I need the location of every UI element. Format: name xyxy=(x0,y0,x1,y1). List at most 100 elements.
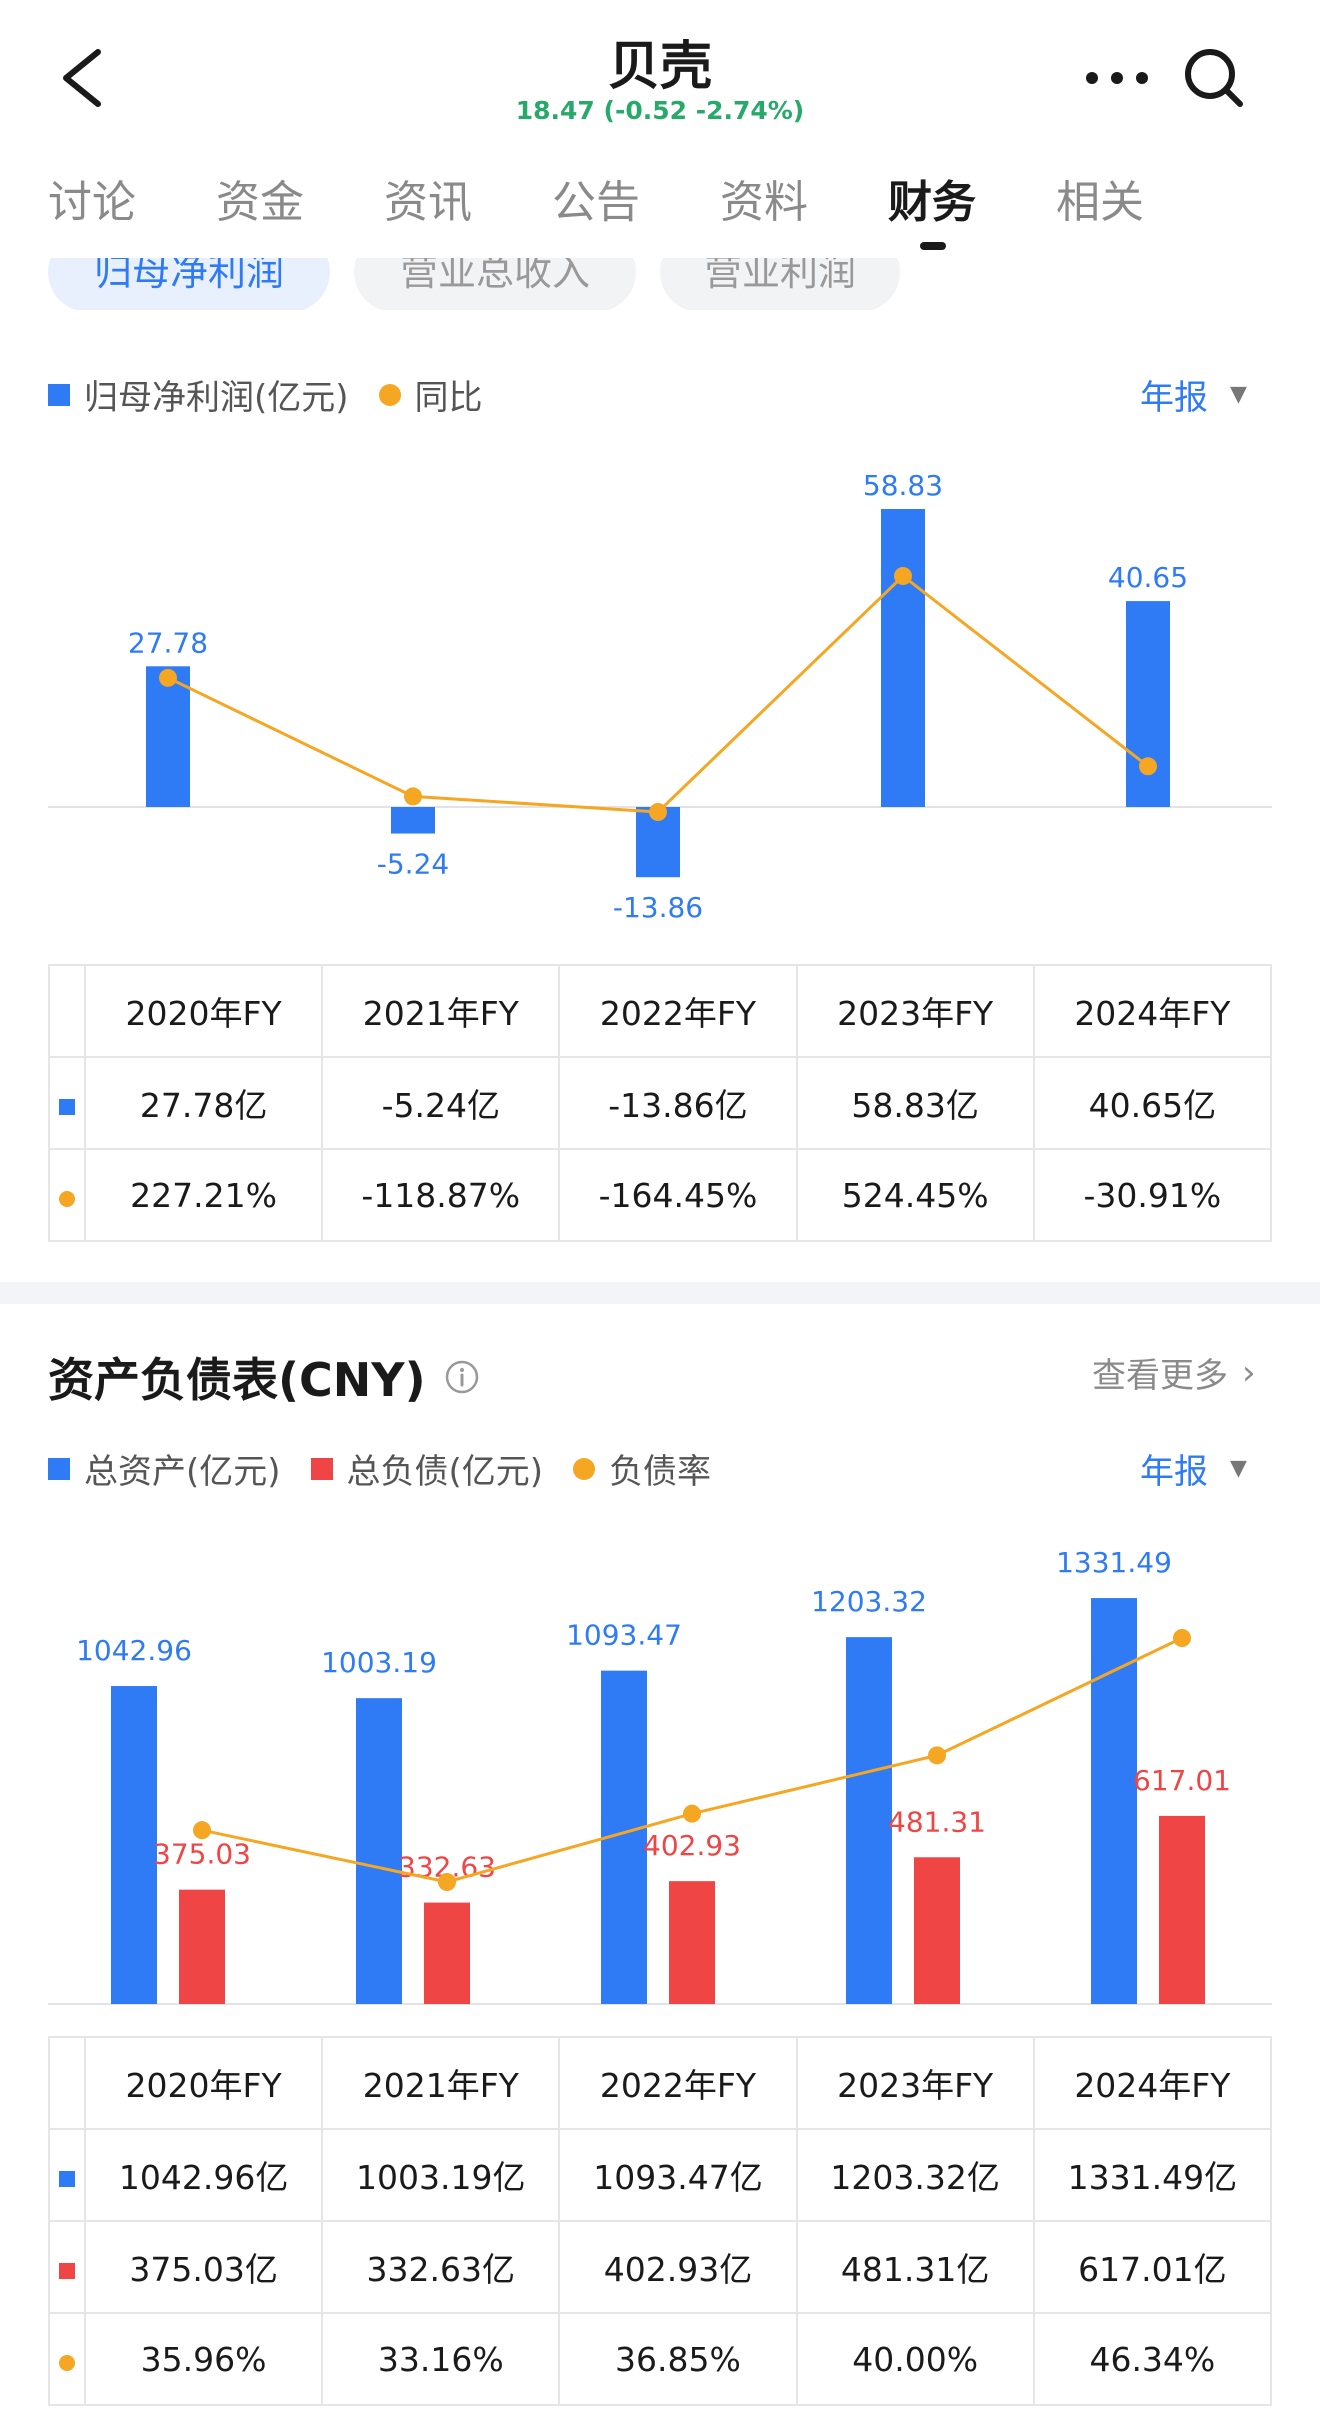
tab-related[interactable]: 相关 xyxy=(1056,177,1144,228)
subtab-revenue[interactable]: 营业总收入 xyxy=(354,258,636,310)
info-icon[interactable] xyxy=(444,1359,480,1395)
column-header: 2023年FY xyxy=(795,964,1035,1058)
table-cell: 33.16% xyxy=(321,2312,561,2406)
see-more-link[interactable]: 查看更多 › xyxy=(1092,1348,1256,1397)
profit-period-select[interactable]: 年报 ▼ xyxy=(1140,370,1247,419)
table-header-row: 2020年FY 2021年FY 2022年FY 2023年FY 2024年FY xyxy=(48,2036,1273,2130)
row-marker xyxy=(48,1148,86,1242)
metric-selector: 归母净利润 营业总收入 营业利润 xyxy=(0,258,1320,310)
column-header: 2024年FY xyxy=(1032,964,1273,1058)
tab-bar: 讨论 资金 资讯 公告 资料 财务 相关 xyxy=(0,166,1320,256)
legend-label: 同比 xyxy=(414,378,483,418)
debt-ratio-point xyxy=(928,1746,946,1765)
liabilities-bar-label: 402.93 xyxy=(643,1829,741,1862)
table-cell: 36.85% xyxy=(558,2312,798,2406)
debt-ratio-point xyxy=(1173,1629,1191,1647)
debt-ratio-point xyxy=(683,1804,701,1823)
legend-yoy: 同比 xyxy=(378,370,483,419)
assets-bar xyxy=(111,1686,157,2004)
table-cell: 1093.47亿 xyxy=(558,2128,798,2222)
liabilities-bar xyxy=(914,1857,960,2004)
yoy-point xyxy=(1139,757,1157,776)
legend-debt-ratio: 负债率 xyxy=(573,1444,711,1493)
more-dots-icon xyxy=(1086,72,1148,84)
balance-legend: 总资产(亿元) 总负债(亿元) 负债率 xyxy=(48,1444,741,1493)
table-cell: -13.86亿 xyxy=(558,1056,798,1150)
profit-legend: 归母净利润(亿元) 同比 xyxy=(48,370,513,419)
liabilities-bar-label: 617.01 xyxy=(1133,1764,1231,1797)
assets-bar xyxy=(1091,1598,1137,2004)
back-button[interactable] xyxy=(52,38,112,118)
net-profit-chart: 27.78 -5.24 -13.86 58.83 40.65 xyxy=(48,469,1272,924)
section-title-text: 资产负债表(CNY) xyxy=(48,1353,426,1407)
assets-bar-label: 1203.32 xyxy=(811,1585,927,1618)
liabilities-bar xyxy=(179,1889,225,2004)
table-cell: 375.03亿 xyxy=(83,2220,324,2314)
tab-capital[interactable]: 资金 xyxy=(216,177,304,228)
liabilities-bar xyxy=(669,1881,715,2004)
table-cell: 1042.96亿 xyxy=(83,2128,324,2222)
column-header: 2024年FY xyxy=(1032,2036,1273,2130)
liabilities-bar xyxy=(1159,1815,1205,2004)
row-marker xyxy=(48,2312,86,2406)
debt-ratio-point xyxy=(438,1873,456,1891)
page-title: 贝壳 xyxy=(607,37,712,97)
column-header: 2023年FY xyxy=(795,2036,1035,2130)
yoy-line xyxy=(167,574,1149,814)
search-button[interactable] xyxy=(1176,40,1252,116)
legend-square-red xyxy=(310,1457,333,1480)
profit-bar-label: -5.24 xyxy=(377,848,449,881)
active-tab-indicator xyxy=(920,242,946,250)
subtab-net-profit[interactable]: 归母净利润 xyxy=(48,258,330,310)
tab-discussion[interactable]: 讨论 xyxy=(48,177,136,228)
column-header: 2021年FY xyxy=(321,964,561,1058)
table-cell: 46.34% xyxy=(1032,2312,1273,2406)
more-button[interactable] xyxy=(1082,58,1152,98)
profit-bar xyxy=(1126,601,1170,807)
table-row-total-liabilities: 375.03亿 332.63亿 402.93亿 481.31亿 617.01亿 xyxy=(48,2220,1273,2314)
legend-label: 总负债(亿元) xyxy=(346,1452,544,1492)
table-cell: -164.45% xyxy=(558,1148,798,1242)
chevron-right-icon: › xyxy=(1242,1352,1256,1393)
table-cell: 524.45% xyxy=(795,1148,1035,1242)
subtab-operating-profit[interactable]: 营业利润 xyxy=(660,258,900,310)
balance-table: 2020年FY 2021年FY 2022年FY 2023年FY 2024年FY … xyxy=(48,2036,1273,2406)
table-row-debt-ratio: 35.96% 33.16% 36.85% 40.00% 46.34% xyxy=(48,2312,1273,2406)
period-label: 年报 xyxy=(1140,378,1208,418)
column-header: 2020年FY xyxy=(83,964,324,1058)
yoy-point xyxy=(159,668,177,687)
legend-total-assets: 总资产(亿元) xyxy=(48,1444,281,1493)
column-header: 2022年FY xyxy=(558,964,798,1058)
table-cell: 1003.19亿 xyxy=(321,2128,561,2222)
profit-bar xyxy=(881,509,925,807)
legend-square-blue xyxy=(48,1457,70,1480)
table-corner xyxy=(48,964,86,1058)
assets-bar-label: 1331.49 xyxy=(1056,1546,1172,1579)
table-row-net-profit: 27.78亿 -5.24亿 -13.86亿 58.83亿 40.65亿 xyxy=(48,1056,1273,1150)
assets-bar xyxy=(846,1637,892,2004)
table-corner xyxy=(48,2036,86,2130)
caret-down-icon: ▼ xyxy=(1230,382,1247,407)
profit-bar-label: 27.78 xyxy=(128,626,208,659)
search-icon xyxy=(1185,49,1243,107)
row-marker xyxy=(48,1056,86,1150)
tab-profile[interactable]: 资料 xyxy=(720,177,808,228)
table-cell: 617.01亿 xyxy=(1032,2220,1273,2314)
balance-sheet-chart: 1042.96 1003.19 1093.47 1203.32 1331.49 375.0… xyxy=(48,1546,1272,2005)
assets-bar xyxy=(356,1698,402,2004)
liabilities-bar-label: 481.31 xyxy=(888,1805,986,1838)
tab-finance[interactable]: 财务 xyxy=(888,177,976,228)
assets-bar-label: 1042.96 xyxy=(76,1634,192,1667)
table-row-total-assets: 1042.96亿 1003.19亿 1093.47亿 1203.32亿 1331… xyxy=(48,2128,1273,2222)
tab-announcements[interactable]: 公告 xyxy=(552,177,640,228)
liabilities-bar xyxy=(424,1902,470,2004)
table-cell: 40.65亿 xyxy=(1032,1056,1273,1150)
yoy-point xyxy=(404,787,422,806)
table-cell: -30.91% xyxy=(1032,1148,1273,1242)
see-more-label: 查看更多 xyxy=(1092,1356,1228,1396)
profit-bar xyxy=(391,807,435,834)
table-row-yoy: 227.21% -118.87% -164.45% 524.45% -30.91… xyxy=(48,1148,1273,1242)
table-cell: 35.96% xyxy=(83,2312,324,2406)
tab-news[interactable]: 资讯 xyxy=(384,177,472,228)
balance-period-select[interactable]: 年报 ▼ xyxy=(1140,1444,1247,1493)
